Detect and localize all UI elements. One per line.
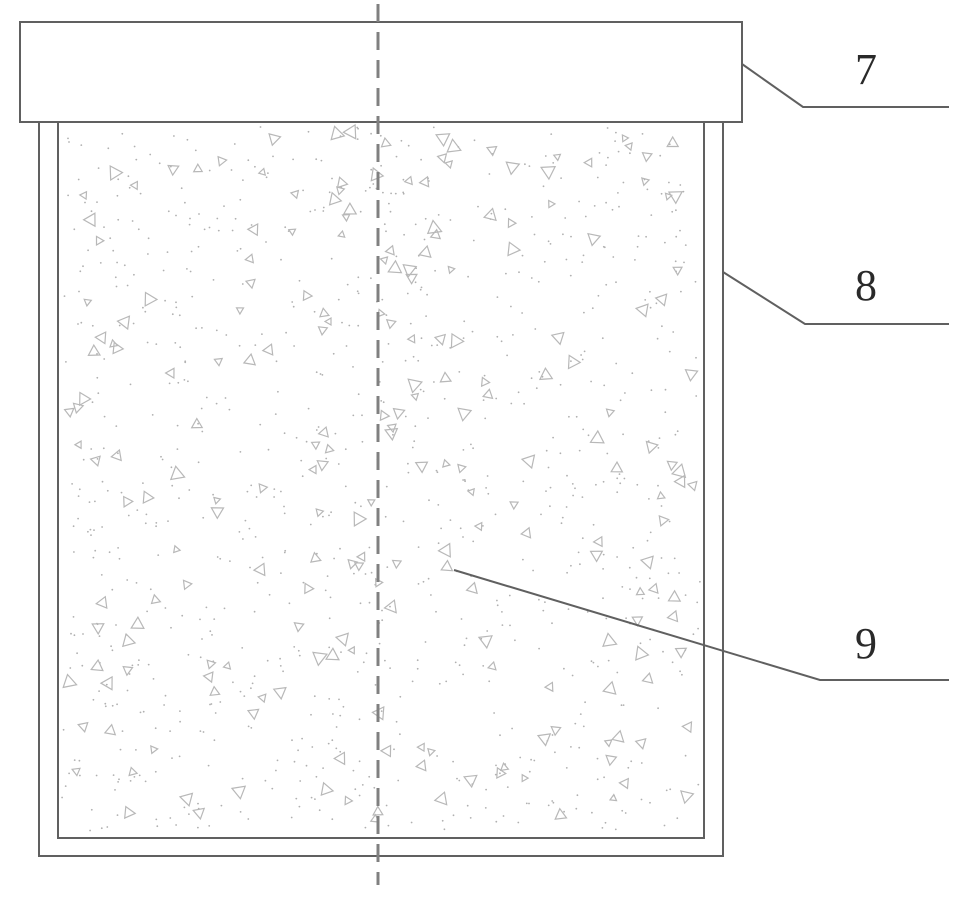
label-8: 8 bbox=[855, 261, 877, 310]
label-7: 7 bbox=[855, 45, 877, 94]
leader-7 bbox=[742, 64, 949, 107]
leader-8 bbox=[723, 272, 949, 324]
label-9: 9 bbox=[855, 619, 877, 668]
